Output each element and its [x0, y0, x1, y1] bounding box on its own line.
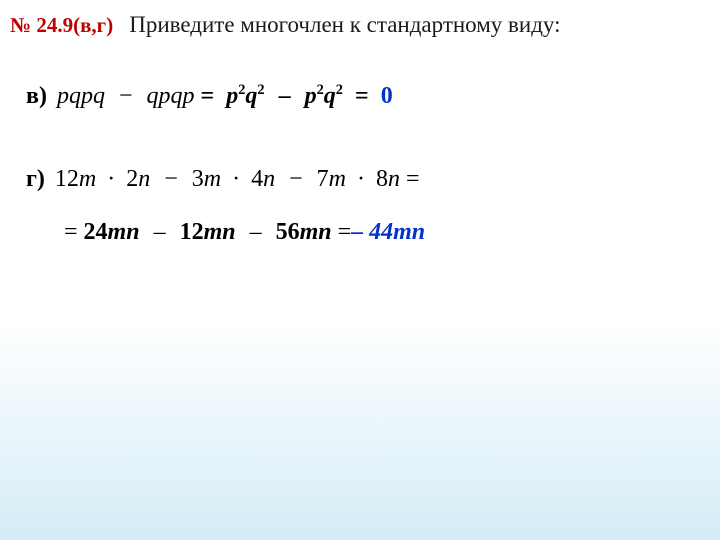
problem-g-line2: = 24mn – 12mn – 56mn = – 44mn	[0, 219, 720, 246]
problem-v-lhs: pqpq − qpqp	[57, 83, 195, 110]
problem-v-row: в) pqpq − qpqp = p2q2 – p2q2 = 0	[0, 82, 720, 110]
problem-g-step: = 24mn – 12mn – 56mn =	[64, 219, 351, 246]
exercise-number: № 24.9(в,г)	[10, 13, 113, 38]
task-title: Приведите многочлен к стандартному виду:	[129, 12, 560, 38]
problem-g-lhs: 12m · 2n − 3m · 4n − 7m · 8n	[55, 166, 400, 193]
problem-g-answer: – 44mn	[351, 219, 425, 246]
problem-v-step1: = p2q2 – p2q2 =	[195, 82, 375, 110]
problem-v-label: в)	[26, 83, 47, 110]
problem-g-label: г)	[26, 166, 45, 193]
problem-g-eq: =	[400, 166, 420, 193]
problem-g-row: г) 12m · 2n − 3m · 4n − 7m · 8n =	[0, 166, 720, 193]
problem-v-answer: 0	[375, 83, 393, 110]
